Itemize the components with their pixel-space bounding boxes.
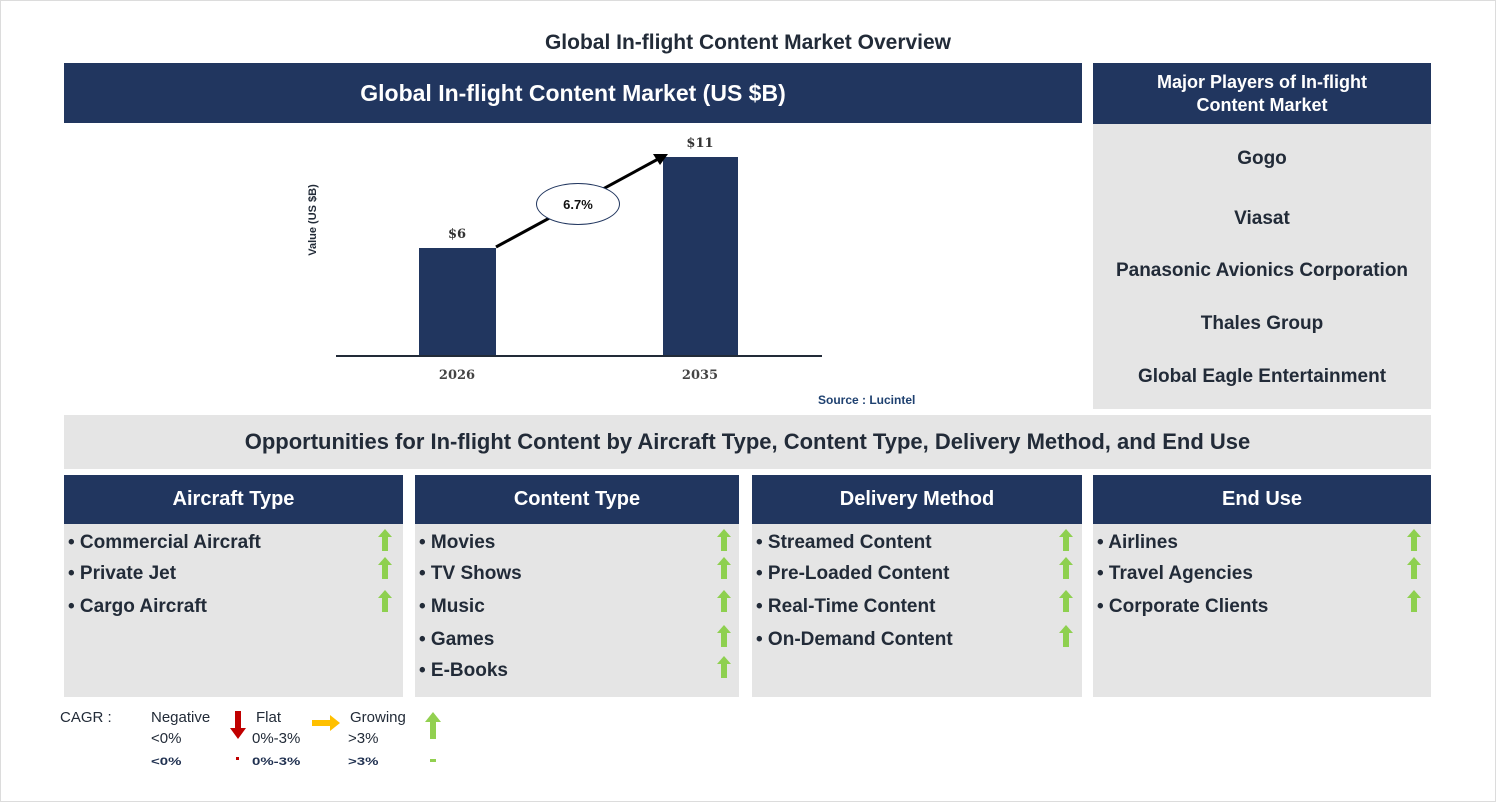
page-title: Global In-flight Content Market Overview [544, 31, 952, 54]
opportunities-banner: Opportunities for In-flight Content by A… [64, 415, 1431, 469]
up-arrow-icon [717, 529, 731, 551]
column-header-aircraft-type: Aircraft Type [64, 475, 403, 524]
list-item: • Commercial Aircraft [68, 532, 261, 553]
x-tick-label: 2035 [681, 368, 719, 383]
list-item: • Airlines [1097, 532, 1178, 553]
up-arrow-ghost-icon [430, 759, 436, 762]
column-delivery-method: • Streamed Content • Pre-Loaded Content … [752, 524, 1082, 697]
x-axis-line [336, 355, 822, 357]
player-item: Thales Group [1200, 313, 1324, 334]
cagr-bubble: 6.7% [536, 183, 620, 225]
column-end-use: • Airlines • Travel Agencies • Corporate… [1093, 524, 1431, 697]
bar-2035 [663, 157, 738, 356]
up-arrow-icon [1407, 557, 1421, 579]
player-item: Gogo [1237, 148, 1287, 169]
player-item: Viasat [1234, 208, 1290, 229]
list-item: • Real-Time Content [756, 596, 936, 617]
players-list: Gogo Viasat Panasonic Avionics Corporati… [1093, 124, 1431, 409]
up-arrow-icon [1407, 590, 1421, 612]
legend-negative-name: Negative [151, 709, 211, 726]
column-aircraft-type: • Commercial Aircraft • Private Jet • Ca… [64, 524, 403, 697]
y-axis-label: Value (US $B) [307, 184, 319, 256]
list-item: • Corporate Clients [1097, 596, 1269, 617]
column-header-end-use: End Use [1093, 475, 1431, 524]
chart-header: Global In-flight Content Market (US $B) [64, 63, 1082, 123]
up-arrow-icon [1059, 529, 1073, 551]
up-arrow-icon [717, 590, 731, 612]
list-item: • Streamed Content [756, 532, 932, 553]
right-arrow-icon [312, 715, 340, 731]
list-item: • Games [419, 629, 495, 650]
legend-flat-range: 0%-3% [252, 730, 301, 747]
list-item: • TV Shows [419, 563, 522, 584]
legend-growing-name: Growing [350, 709, 406, 726]
down-arrow-ghost-icon [236, 757, 239, 760]
down-arrow-icon [230, 711, 246, 739]
column-header-content-type: Content Type [415, 475, 739, 524]
list-item: • Travel Agencies [1097, 563, 1253, 584]
player-item: Global Eagle Entertainment [1137, 366, 1387, 387]
list-item: • Pre-Loaded Content [756, 563, 950, 584]
legend-negative-range-ghost: <0% [151, 755, 182, 768]
players-header: Major Players of In-flight Content Marke… [1093, 63, 1431, 124]
legend-growing-range-ghost: >3% [348, 755, 379, 768]
bar-value-label: $11 [686, 136, 714, 151]
player-item: Panasonic Avionics Corporation [1115, 260, 1409, 281]
legend-negative-range: <0% [151, 730, 182, 747]
list-item: • Cargo Aircraft [68, 596, 207, 617]
list-item: • Private Jet [68, 563, 177, 584]
up-arrow-icon [1059, 557, 1073, 579]
list-item: • On-Demand Content [756, 629, 953, 650]
source-label: Source : Lucintel [818, 393, 916, 407]
up-arrow-icon [1059, 590, 1073, 612]
up-arrow-icon [717, 557, 731, 579]
up-arrow-icon [425, 712, 441, 739]
up-arrow-icon [717, 656, 731, 678]
column-content-type: • Movies • TV Shows • Music • Games • E-… [415, 524, 739, 697]
up-arrow-icon [717, 625, 731, 647]
list-item: • E-Books [419, 660, 508, 681]
up-arrow-icon [378, 557, 392, 579]
list-item: • Movies [419, 532, 496, 553]
legend-growing-range: >3% [348, 730, 379, 747]
up-arrow-icon [1407, 529, 1421, 551]
list-item: • Music [419, 596, 485, 617]
bar-2026 [419, 248, 496, 356]
legend-flat-range-ghost: 0%-3% [252, 755, 301, 768]
up-arrow-icon [1059, 625, 1073, 647]
legend-flat-name: Flat [256, 709, 282, 726]
x-tick-label: 2026 [438, 368, 476, 383]
bar-value-label: $6 [447, 227, 467, 242]
column-header-delivery-method: Delivery Method [752, 475, 1082, 524]
up-arrow-icon [378, 590, 392, 612]
legend-label: CAGR : [60, 709, 112, 726]
up-arrow-icon [378, 529, 392, 551]
